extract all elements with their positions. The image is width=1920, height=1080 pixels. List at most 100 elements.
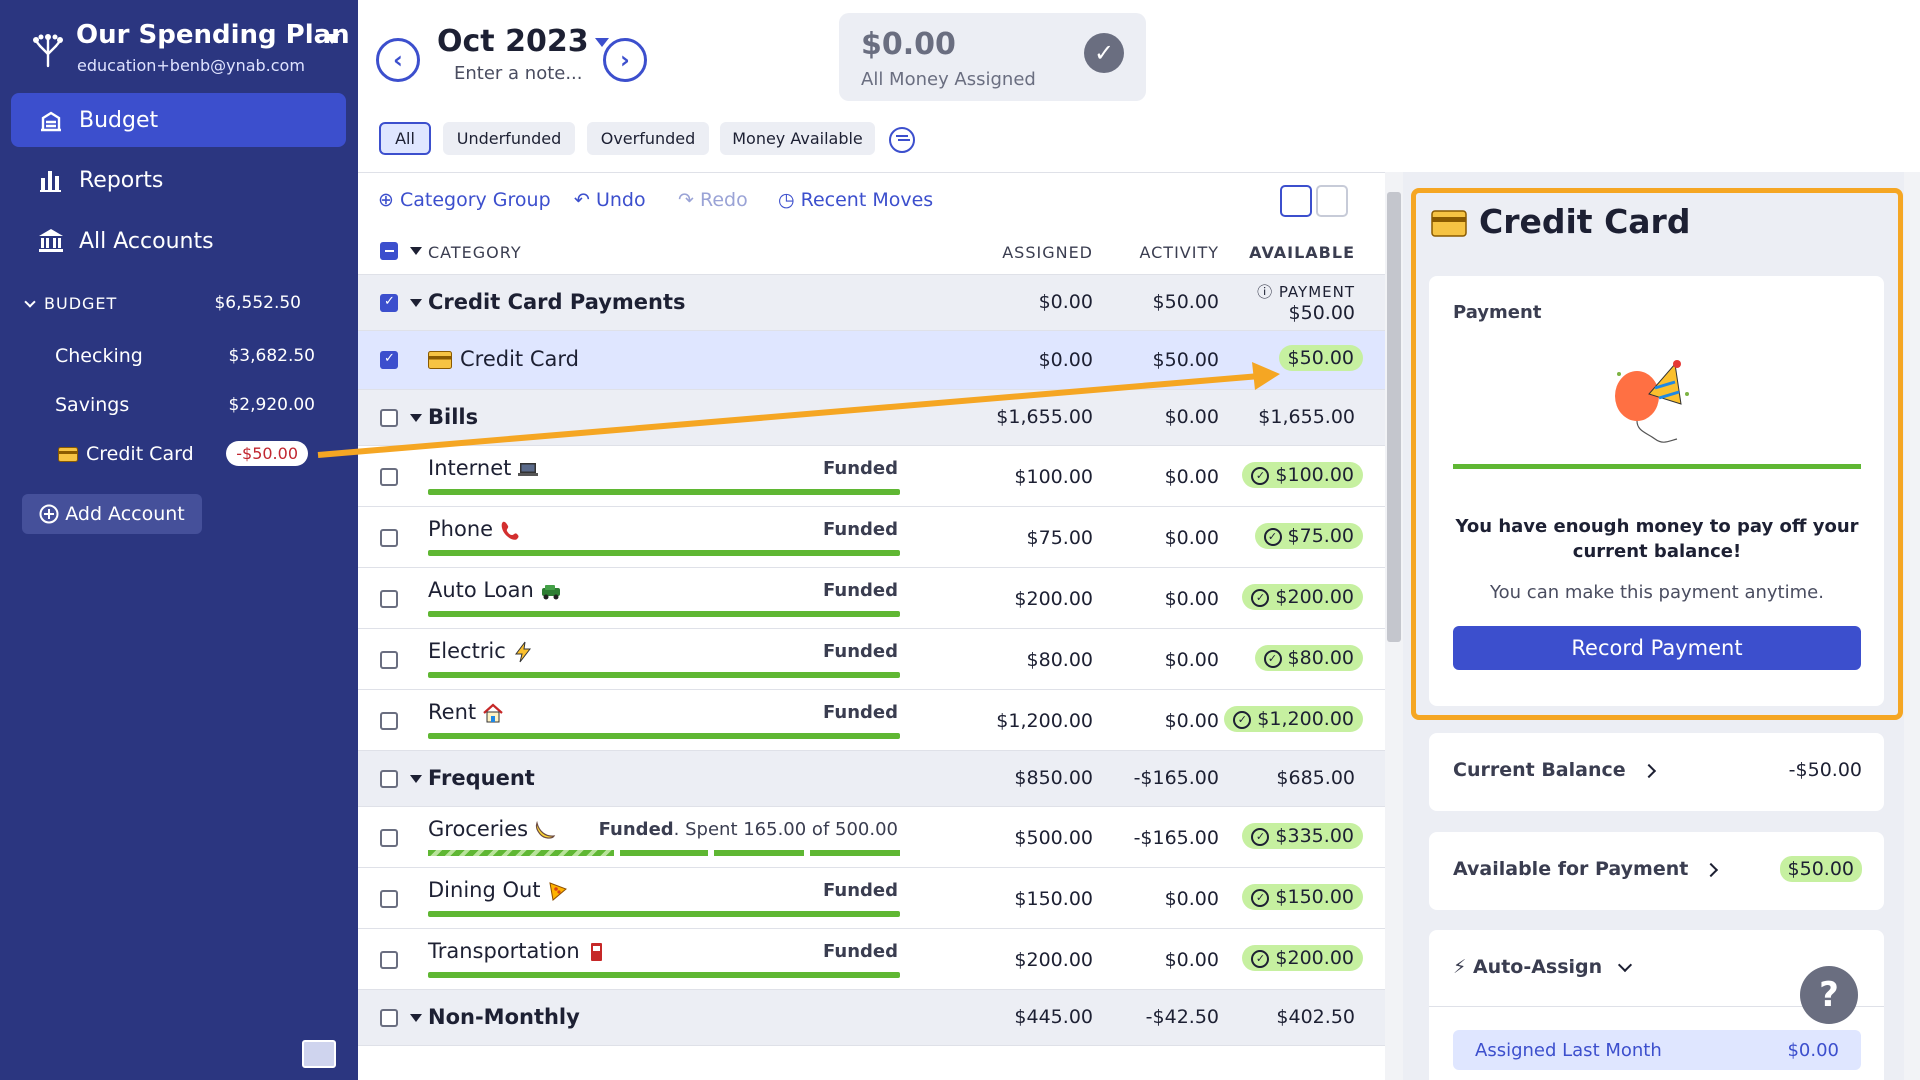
account-checking[interactable]: Checking $3,682.50 (55, 345, 315, 367)
column-headers: CATEGORY ASSIGNED ACTIVITY AVAILABLE (358, 227, 1385, 275)
available-pill[interactable]: ✓ $75.00 (1254, 523, 1363, 549)
filter-all[interactable]: All (379, 122, 431, 155)
chevron-left-icon: ‹ (393, 46, 403, 74)
available-pill[interactable]: $50.00 (1278, 345, 1363, 371)
account-savings[interactable]: Savings $2,920.00 (55, 394, 315, 416)
category-name-wrap: Electric (428, 639, 534, 663)
scrollbar-thumb[interactable] (1387, 192, 1401, 642)
group-row-credit-card-payments[interactable]: Credit Card Payments $0.00 $50.00 ⓘ PAYM… (358, 275, 1385, 331)
available-pill[interactable]: ✓ $200.00 (1242, 584, 1363, 610)
row-checkbox[interactable] (380, 529, 398, 547)
add-category-group-button[interactable]: ⊕ Category Group (378, 189, 551, 211)
redo-button[interactable]: ↷ Redo (678, 189, 748, 211)
nav-reports[interactable]: Reports (11, 153, 346, 207)
available-pill[interactable]: ✓ $1,200.00 (1224, 706, 1363, 732)
row-checkbox[interactable] (380, 409, 398, 427)
collapse-group-icon[interactable] (410, 414, 422, 422)
available-pill[interactable]: ✓ $150.00 (1242, 884, 1363, 910)
row-checkbox[interactable] (380, 712, 398, 730)
spent-portion (428, 850, 614, 856)
collapse-sidebar-icon[interactable] (302, 1040, 336, 1068)
assigned-last-month-option[interactable]: Assigned Last Month $0.00 (1453, 1030, 1861, 1070)
filter-underfunded[interactable]: Underfunded (443, 122, 575, 155)
assigned-amount: $0.00 (861, 27, 956, 62)
help-button[interactable]: ? (1800, 966, 1858, 1024)
nav-all-accounts[interactable]: All Accounts (11, 214, 346, 268)
next-month-button[interactable]: › (603, 38, 647, 82)
category-row-auto-loan[interactable]: Auto Loan Funded $200.00 $0.00 ✓ $200.00 (358, 568, 1385, 629)
expanded-view-icon[interactable] (1280, 185, 1312, 217)
category-row-transportation[interactable]: Transportation Funded $200.00 $0.00 ✓ $20… (358, 929, 1385, 990)
available-for-payment-card[interactable]: Available for Payment $50.00 (1429, 832, 1884, 910)
row-checkbox[interactable] (380, 590, 398, 608)
collapse-group-icon[interactable] (410, 775, 422, 783)
month-selector[interactable]: Oct 2023 (437, 24, 609, 59)
activity-value: -$165.00 (1133, 767, 1219, 789)
row-checkbox[interactable] (380, 770, 398, 788)
current-balance-card[interactable]: Current Balance -$50.00 (1429, 733, 1884, 811)
account-credit-card[interactable]: Credit Card -$50.00 (58, 441, 308, 466)
credit-card-icon (58, 446, 78, 462)
category-row-groceries[interactable]: Groceries Funded. Spent 165.00 of 500.00… (358, 807, 1385, 868)
ready-to-assign[interactable]: $0.00 All Money Assigned ✓ (839, 13, 1146, 101)
recent-moves-button[interactable]: ◷ Recent Moves (778, 189, 933, 211)
category-row-rent[interactable]: Rent Funded $1,200.00 $0.00 ✓ $1,200.00 (358, 690, 1385, 751)
check-icon: ✓ (1263, 527, 1282, 546)
category-row-electric[interactable]: Electric Funded $80.00 $0.00 ✓ $80.00 (358, 629, 1385, 690)
banana-icon (535, 820, 556, 839)
row-checkbox[interactable] (380, 890, 398, 908)
available-pill[interactable]: ✓ $80.00 (1254, 645, 1363, 671)
funded-status: Funded. Spent 165.00 of 500.00 (599, 819, 898, 840)
assigned-label: All Money Assigned (861, 69, 1036, 90)
collapse-group-icon[interactable] (410, 299, 422, 307)
row-checkbox[interactable] (380, 651, 398, 669)
row-checkbox[interactable] (380, 829, 398, 847)
row-checkbox[interactable] (380, 1009, 398, 1027)
add-account-button[interactable]: Add Account (22, 494, 202, 534)
plan-switcher[interactable]: Our Spending Plan education+benb@ynab.co… (30, 20, 350, 80)
group-row-bills[interactable]: Bills $1,655.00 $0.00 $1,655.00 (358, 390, 1385, 446)
category-name: Electric (428, 639, 506, 663)
assigned-value: $80.00 (1026, 649, 1093, 671)
check-icon: ✓ (1084, 33, 1124, 73)
row-checkbox[interactable] (380, 351, 398, 369)
available-pill[interactable]: ✓ $100.00 (1242, 462, 1363, 488)
filter-overfunded[interactable]: Overfunded (587, 122, 709, 155)
previous-month-button[interactable]: ‹ (376, 38, 420, 82)
undo-button[interactable]: ↶ Undo (574, 189, 646, 211)
current-balance-label: Current Balance (1453, 759, 1626, 781)
available-pill[interactable]: ✓ $200.00 (1242, 945, 1363, 971)
category-row-phone[interactable]: Phone Funded $75.00 $0.00 ✓ $75.00 (358, 507, 1385, 568)
group-row-non-monthly[interactable]: Non-Monthly $445.00 -$42.50 $402.50 (358, 990, 1385, 1046)
row-checkbox[interactable] (380, 294, 398, 312)
assigned-value: $200.00 (1014, 588, 1093, 610)
row-checkbox[interactable] (380, 468, 398, 486)
inspector-scrollbar[interactable] (1904, 172, 1920, 1080)
filter-money-available[interactable]: Money Available (720, 122, 875, 155)
category-row-dining-out[interactable]: Dining Out Funded $150.00 $0.00 ✓ $150.00 (358, 868, 1385, 929)
select-all-checkbox[interactable] (380, 242, 398, 260)
compact-view-icon[interactable] (1316, 185, 1348, 217)
available-value: $685.00 (1276, 767, 1355, 789)
lightning-icon: ⚡ (1453, 956, 1473, 978)
nav-budget[interactable]: Budget (11, 93, 346, 147)
available-pill[interactable]: ✓ $335.00 (1242, 823, 1363, 849)
table-scrollbar[interactable] (1385, 172, 1403, 1080)
category-row-credit-card[interactable]: Credit Card $0.00 $50.00 $50.00 (358, 331, 1385, 390)
funded-status: Funded (822, 702, 898, 723)
category-row-internet[interactable]: Internet Funded $100.00 $0.00 ✓ $100.00 (358, 446, 1385, 507)
record-payment-button[interactable]: Record Payment (1453, 626, 1861, 670)
auto-assign-toggle[interactable]: ⚡ Auto-Assign (1453, 956, 1633, 978)
inspector-title-text: Credit Card (1479, 202, 1691, 241)
month-note[interactable]: Enter a note... (454, 63, 583, 84)
budget-table: ⊕ Category Group ↶ Undo ↷ Redo ◷ Recent … (358, 172, 1385, 1080)
budget-section-header[interactable]: BUDGET $6,552.50 (24, 293, 301, 313)
category-name: Auto Loan (428, 578, 534, 602)
row-checkbox[interactable] (380, 951, 398, 969)
collapse-all-icon[interactable] (410, 247, 422, 255)
filter-settings-icon[interactable] (889, 127, 915, 153)
collapse-group-icon[interactable] (410, 1014, 422, 1022)
group-row-frequent[interactable]: Frequent $850.00 -$165.00 $685.00 (358, 751, 1385, 807)
col-activity: ACTIVITY (1139, 243, 1219, 262)
available-value: $402.50 (1276, 1006, 1355, 1028)
